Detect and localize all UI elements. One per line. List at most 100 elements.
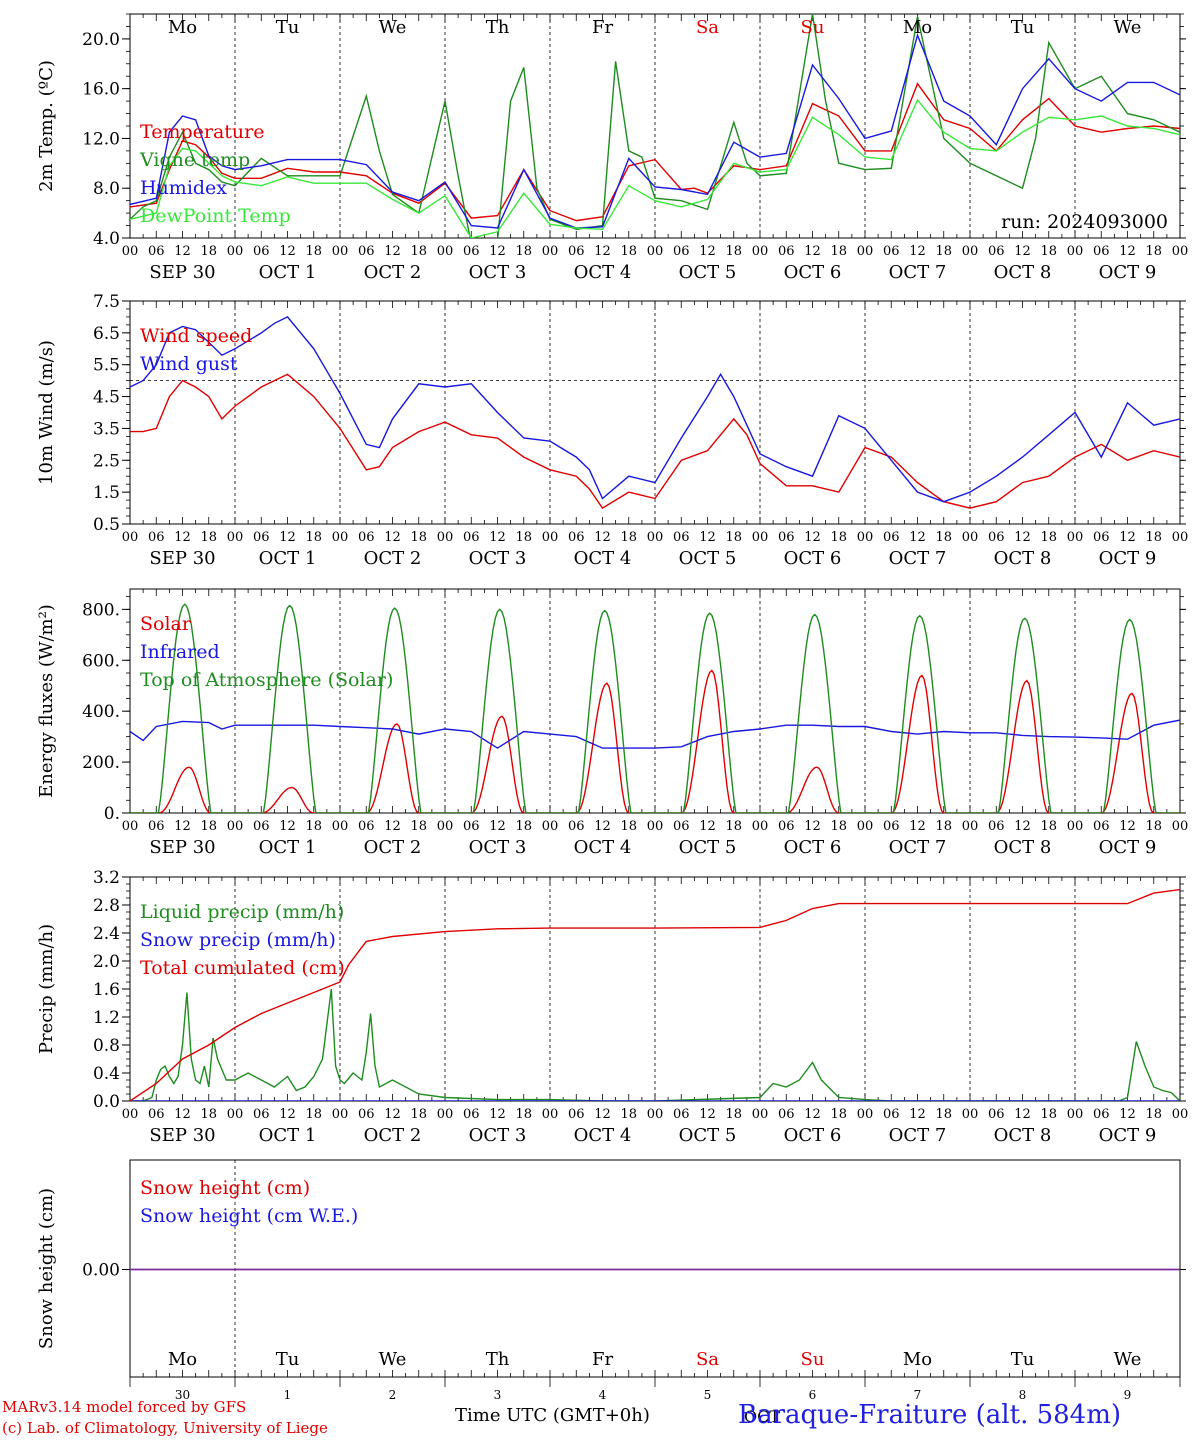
wind-series-wind-speed — [130, 373, 1180, 510]
hour-label: 18 — [1145, 530, 1162, 545]
hour-label: 18 — [1040, 530, 1057, 545]
temp-legend-entry: DewPoint Temp — [140, 205, 291, 227]
energy-legend-entry: Solar — [140, 613, 192, 635]
energy-ytick-label: 200. — [82, 753, 120, 773]
weekday-label: Tu — [1011, 1349, 1035, 1370]
precip-ytick-label: 2.4 — [93, 924, 120, 944]
day-number: 7 — [914, 1388, 922, 1402]
day-number: 6 — [809, 1388, 817, 1402]
hour-label: 18 — [200, 244, 217, 259]
day-number: 8 — [1019, 1388, 1027, 1402]
hour-label: 18 — [1145, 244, 1162, 259]
hour-label: 06 — [148, 819, 165, 834]
hour-label: 18 — [1040, 819, 1057, 834]
precip-ytick-label: 0.0 — [93, 1092, 120, 1112]
hour-label: 06 — [883, 819, 900, 834]
hour-label: 12 — [1014, 819, 1031, 834]
hour-label: 00 — [752, 1107, 769, 1122]
date-label: OCT 1 — [259, 1125, 317, 1146]
hour-label: 06 — [778, 819, 795, 834]
date-label: OCT 1 — [259, 548, 317, 569]
hour-label: 12 — [804, 1107, 821, 1122]
date-label: OCT 5 — [679, 548, 737, 569]
hour-label: 00 — [752, 819, 769, 834]
date-label: OCT 7 — [889, 1125, 947, 1146]
hour-label: 00 — [227, 530, 244, 545]
date-label: SEP 30 — [149, 1125, 215, 1146]
hour-label: 00 — [542, 1107, 559, 1122]
weekday-label: Su — [801, 1349, 825, 1370]
hour-label: 00 — [542, 530, 559, 545]
snow-panel: 0.00 Snow height (cm) Snow height (cm) Snow… — [36, 1159, 1186, 1426]
precip-ytick-label: 1.6 — [93, 980, 120, 1000]
energy-series-top-of-atmosphere-solar- — [130, 603, 1180, 813]
hour-label: 06 — [988, 819, 1005, 834]
date-label: OCT 4 — [574, 837, 632, 858]
hour-label: 00 — [962, 530, 979, 545]
hour-label: 06 — [883, 1107, 900, 1122]
snow-legend-entry: Snow height (cm W.E.) — [140, 1205, 358, 1227]
hour-label: 18 — [410, 244, 427, 259]
temp-series-temperature — [130, 82, 1180, 222]
hour-label: 00 — [437, 244, 454, 259]
hour-label: 06 — [568, 819, 585, 834]
precip-series-liquid-precip-mm-h- — [130, 988, 1180, 1101]
energy-ytick-label: 600. — [82, 651, 120, 671]
hour-label: 00 — [332, 819, 349, 834]
hour-label: 18 — [830, 244, 847, 259]
hour-label: 12 — [594, 244, 611, 259]
day-number: 3 — [494, 1388, 502, 1402]
weekday-label: Sa — [696, 1349, 719, 1370]
date-label: OCT 6 — [784, 837, 842, 858]
hour-label: 06 — [673, 244, 690, 259]
hour-label: 06 — [463, 530, 480, 545]
hour-label: 18 — [830, 819, 847, 834]
temp-legend-entry: Vigne temp — [139, 149, 250, 171]
energy-ytick-label: 0. — [104, 804, 120, 824]
date-label: OCT 4 — [574, 262, 632, 283]
hour-label: 12 — [174, 244, 191, 259]
energy-legend-entry: Top of Atmosphere (Solar) — [140, 669, 393, 691]
hour-label: 18 — [200, 530, 217, 545]
hour-label: 00 — [332, 530, 349, 545]
date-label: OCT 6 — [784, 548, 842, 569]
hour-label: 06 — [673, 819, 690, 834]
precip-ytick-label: 0.4 — [93, 1064, 120, 1084]
hour-label: 12 — [699, 244, 716, 259]
temp-legend-entry: Temperature — [140, 121, 264, 143]
temp-ytick-label: 12.0 — [82, 129, 120, 149]
weekday-label: We — [1114, 17, 1142, 38]
hour-label: 06 — [568, 1107, 585, 1122]
date-label: OCT 1 — [259, 262, 317, 283]
date-label: OCT 4 — [574, 548, 632, 569]
hour-label: 18 — [935, 530, 952, 545]
hour-label: 18 — [725, 1107, 742, 1122]
hour-label: 12 — [174, 819, 191, 834]
hour-label: 00 — [1172, 1107, 1189, 1122]
wind-legend-entry: Wind gust — [140, 353, 238, 375]
wind-ytick-label: 0.5 — [93, 515, 120, 535]
weekday-label: Tu — [276, 1349, 300, 1370]
hour-label: 12 — [174, 530, 191, 545]
date-label: OCT 2 — [364, 837, 422, 858]
date-label: SEP 30 — [149, 837, 215, 858]
energy-legend-entry: Infrared — [140, 641, 220, 663]
hour-label: 00 — [1172, 244, 1189, 259]
hour-label: 18 — [935, 819, 952, 834]
hour-label: 06 — [253, 1107, 270, 1122]
hour-label: 06 — [673, 1107, 690, 1122]
hour-label: 12 — [384, 819, 401, 834]
hour-label: 06 — [148, 244, 165, 259]
hour-label: 06 — [988, 244, 1005, 259]
hour-label: 12 — [909, 530, 926, 545]
hour-label: 18 — [620, 819, 637, 834]
run-label: run: 2024093000 — [1001, 211, 1168, 233]
hour-label: 00 — [1067, 819, 1084, 834]
hour-label: 00 — [542, 244, 559, 259]
hour-label: 12 — [1014, 244, 1031, 259]
weekday-label: Th — [486, 17, 510, 38]
wind-ytick-label: 6.5 — [93, 324, 120, 344]
hour-label: 12 — [909, 244, 926, 259]
hour-label: 06 — [253, 819, 270, 834]
hour-label: 18 — [515, 819, 532, 834]
